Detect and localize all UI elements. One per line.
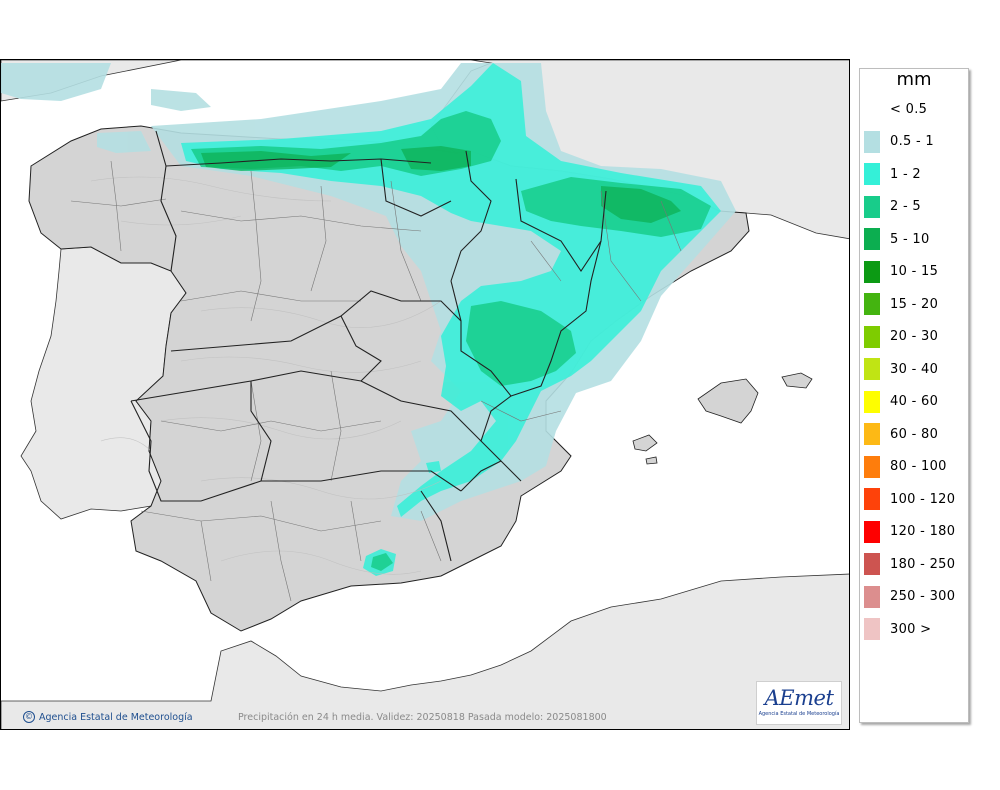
legend-row: 0.5 - 1 bbox=[864, 130, 935, 153]
legend-unit: mm bbox=[896, 69, 932, 90]
legend-swatch bbox=[864, 163, 880, 185]
legend-row: 80 - 100 bbox=[864, 455, 947, 478]
legend-swatch bbox=[864, 130, 880, 153]
formentera-island bbox=[645, 456, 658, 465]
africa-land bbox=[1, 573, 849, 729]
legend-label: 30 - 40 bbox=[890, 361, 939, 377]
legend-label: 300 > bbox=[890, 621, 932, 637]
legend-row: 10 - 15 bbox=[864, 260, 939, 283]
legend-label: 80 - 100 bbox=[890, 459, 947, 474]
legend-swatch bbox=[864, 585, 880, 608]
menorca-island bbox=[781, 372, 813, 389]
aemet-logo: AEmet Agencia Estatal de Meteorología bbox=[756, 681, 842, 725]
precipitation-map: © Agencia Estatal de Meteorología Precip… bbox=[0, 59, 850, 730]
legend-label: < 0.5 bbox=[890, 101, 928, 117]
legend-swatch bbox=[864, 553, 880, 575]
legend-label: 1 - 2 bbox=[890, 166, 921, 182]
legend-row: 5 - 10 bbox=[864, 228, 930, 250]
legend-swatch bbox=[864, 423, 880, 445]
legend-row: 300 > bbox=[864, 618, 932, 640]
legend-row: 30 - 40 bbox=[864, 358, 939, 380]
precip-5-10 bbox=[201, 146, 681, 223]
legend-label: 60 - 80 bbox=[890, 426, 939, 442]
map-canvas bbox=[1, 60, 849, 729]
legend-row: 100 - 120 bbox=[864, 488, 956, 510]
aemet-logo-subtitle: Agencia Estatal de Meteorología bbox=[758, 711, 840, 717]
legend-row: 1 - 2 bbox=[864, 163, 921, 185]
legend-swatch bbox=[864, 520, 880, 543]
legend-label: 120 - 180 bbox=[890, 524, 956, 539]
legend-label: 100 - 120 bbox=[890, 491, 956, 507]
legend-swatch bbox=[864, 455, 880, 478]
legend-row: 250 - 300 bbox=[864, 585, 956, 608]
mallorca-island bbox=[697, 378, 759, 424]
legend-label: 0.5 - 1 bbox=[890, 134, 935, 149]
legend-row: 20 - 30 bbox=[864, 325, 939, 348]
legend-swatch bbox=[864, 358, 880, 380]
aemet-logo-word: AEmet bbox=[764, 686, 834, 710]
legend-swatch bbox=[864, 488, 880, 510]
legend-row: < 0.5 bbox=[864, 98, 928, 120]
relief-lines bbox=[90, 176, 442, 575]
legend-label: 180 - 250 bbox=[890, 556, 956, 572]
legend-label: 15 - 20 bbox=[890, 296, 939, 312]
legend-row: 40 - 60 bbox=[864, 390, 939, 413]
legend-swatch bbox=[864, 98, 880, 120]
legend-swatch bbox=[864, 390, 880, 413]
legend-label: 2 - 5 bbox=[890, 199, 921, 214]
legend-swatch bbox=[864, 618, 880, 640]
legend-label: 10 - 15 bbox=[890, 264, 939, 279]
agency-credit-text: Agencia Estatal de Meteorología bbox=[39, 711, 193, 723]
agency-credit: © Agencia Estatal de Meteorología bbox=[23, 711, 193, 723]
legend-row: 60 - 80 bbox=[864, 423, 939, 445]
legend-label: 5 - 10 bbox=[890, 231, 930, 247]
legend-label: 40 - 60 bbox=[890, 394, 939, 409]
region-borders bbox=[130, 130, 607, 562]
precipitation-legend: mm < 0.5 0.5 - 1 1 - 2 2 - 5 5 - 10 10 - 15 15… bbox=[859, 68, 969, 723]
legend-swatch bbox=[864, 195, 880, 218]
legend-row: 2 - 5 bbox=[864, 195, 921, 218]
legend-label: 20 - 30 bbox=[890, 329, 939, 344]
copyright-icon: © bbox=[23, 711, 35, 723]
ibiza-island bbox=[632, 434, 658, 452]
legend-row: 120 - 180 bbox=[864, 520, 956, 543]
legend-swatch bbox=[864, 325, 880, 348]
map-caption: Precipitación en 24 h media. Validez: 20… bbox=[238, 712, 607, 723]
legend-label: 250 - 300 bbox=[890, 589, 956, 604]
legend-swatch bbox=[864, 228, 880, 250]
legend-swatch bbox=[864, 293, 880, 315]
legend-row: 15 - 20 bbox=[864, 293, 939, 315]
legend-swatch bbox=[864, 260, 880, 283]
legend-row: 180 - 250 bbox=[864, 553, 956, 575]
